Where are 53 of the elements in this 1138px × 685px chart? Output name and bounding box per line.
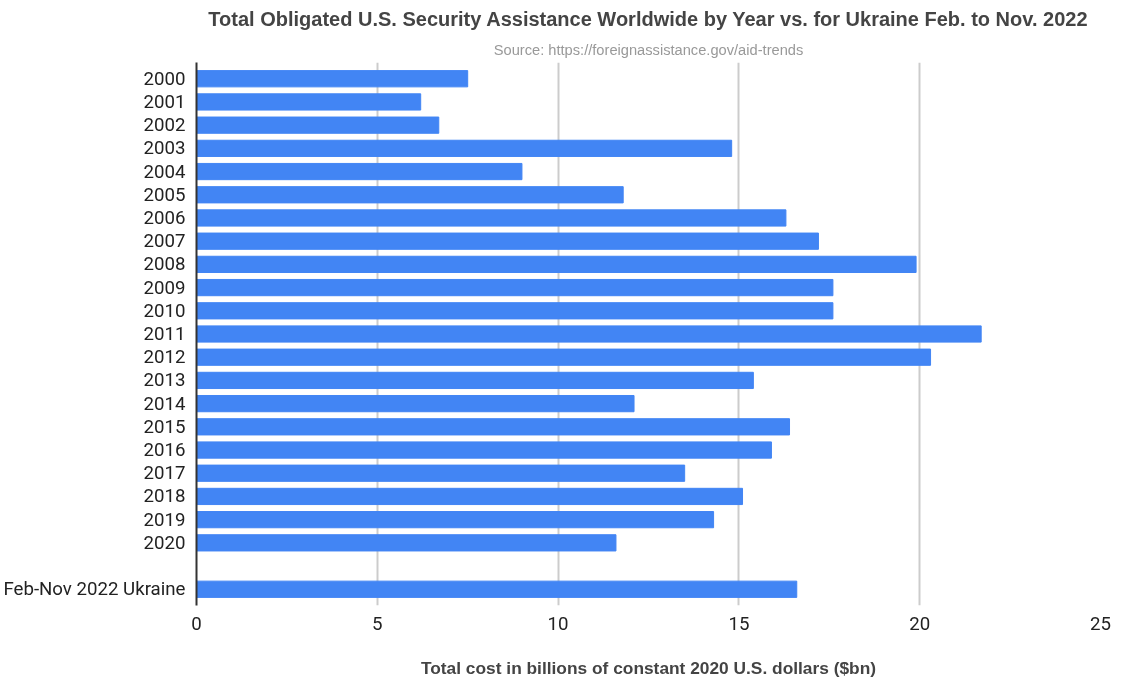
y-tick-label: 2004 [143, 160, 187, 183]
chart-subtitle: Source: https://foreignassistance.gov/aid-trends [493, 41, 804, 58]
x-tick-label: 20 [909, 612, 931, 635]
bar [196, 255, 917, 274]
y-tick-label: 2020 [143, 531, 186, 554]
bar [196, 580, 798, 598]
y-tick-label: 2014 [143, 392, 187, 415]
y-tick-label: 2016 [143, 439, 186, 462]
y-tick-label: 2002 [143, 114, 186, 137]
bar [196, 371, 754, 390]
y-tick-label: 2013 [143, 369, 186, 392]
chart-title: Total Obligated U.S. Security Assistance Worldwide by Year vs. for Ukraine Feb. to Nov. 2022 [208, 7, 1088, 30]
x-axis-title: Total cost in billions of constant 2020 U.S. dollars ($bn) [420, 657, 877, 678]
bar [196, 418, 791, 436]
y-tick-label: 2019 [143, 508, 186, 531]
x-tick-label: 15 [728, 612, 750, 635]
y-tick-label: Feb-Nov 2022 Ukraine [3, 578, 186, 601]
y-tick-label: 2009 [143, 276, 186, 299]
y-tick-label: 2000 [143, 67, 186, 90]
bar [196, 325, 982, 343]
bar [196, 209, 787, 227]
y-tick-label: 2012 [143, 346, 186, 369]
bar [196, 534, 617, 552]
y-tick-label: 2011 [143, 323, 186, 345]
bar [196, 232, 819, 250]
bar [196, 302, 834, 320]
bar [196, 394, 635, 413]
y-tick-label: 2003 [143, 137, 186, 160]
y-tick-label: 2010 [143, 299, 186, 322]
bar [196, 70, 469, 88]
bar [196, 441, 772, 459]
bar [196, 116, 440, 134]
bar [196, 348, 932, 366]
bar [196, 186, 624, 204]
bar [196, 464, 686, 482]
bar [196, 93, 422, 111]
bar [196, 139, 733, 157]
y-tick-label: 2018 [143, 485, 186, 508]
y-tick-label: 2017 [143, 462, 186, 485]
x-tick-label: 25 [1090, 612, 1111, 635]
y-tick-label: 2005 [143, 183, 186, 206]
x-tick-label: 5 [372, 612, 383, 635]
y-tick-label: 2006 [143, 206, 186, 229]
bar [196, 278, 834, 297]
x-tick-label: 10 [547, 612, 569, 635]
y-tick-label: 2001 [143, 90, 186, 113]
x-tick-label: 0 [191, 612, 202, 635]
y-tick-label: 2007 [143, 230, 186, 253]
y-tick-label: 2015 [143, 415, 186, 438]
bar [196, 511, 715, 529]
bar [196, 162, 523, 181]
y-tick-label: 2008 [143, 253, 186, 276]
bar [196, 487, 744, 506]
